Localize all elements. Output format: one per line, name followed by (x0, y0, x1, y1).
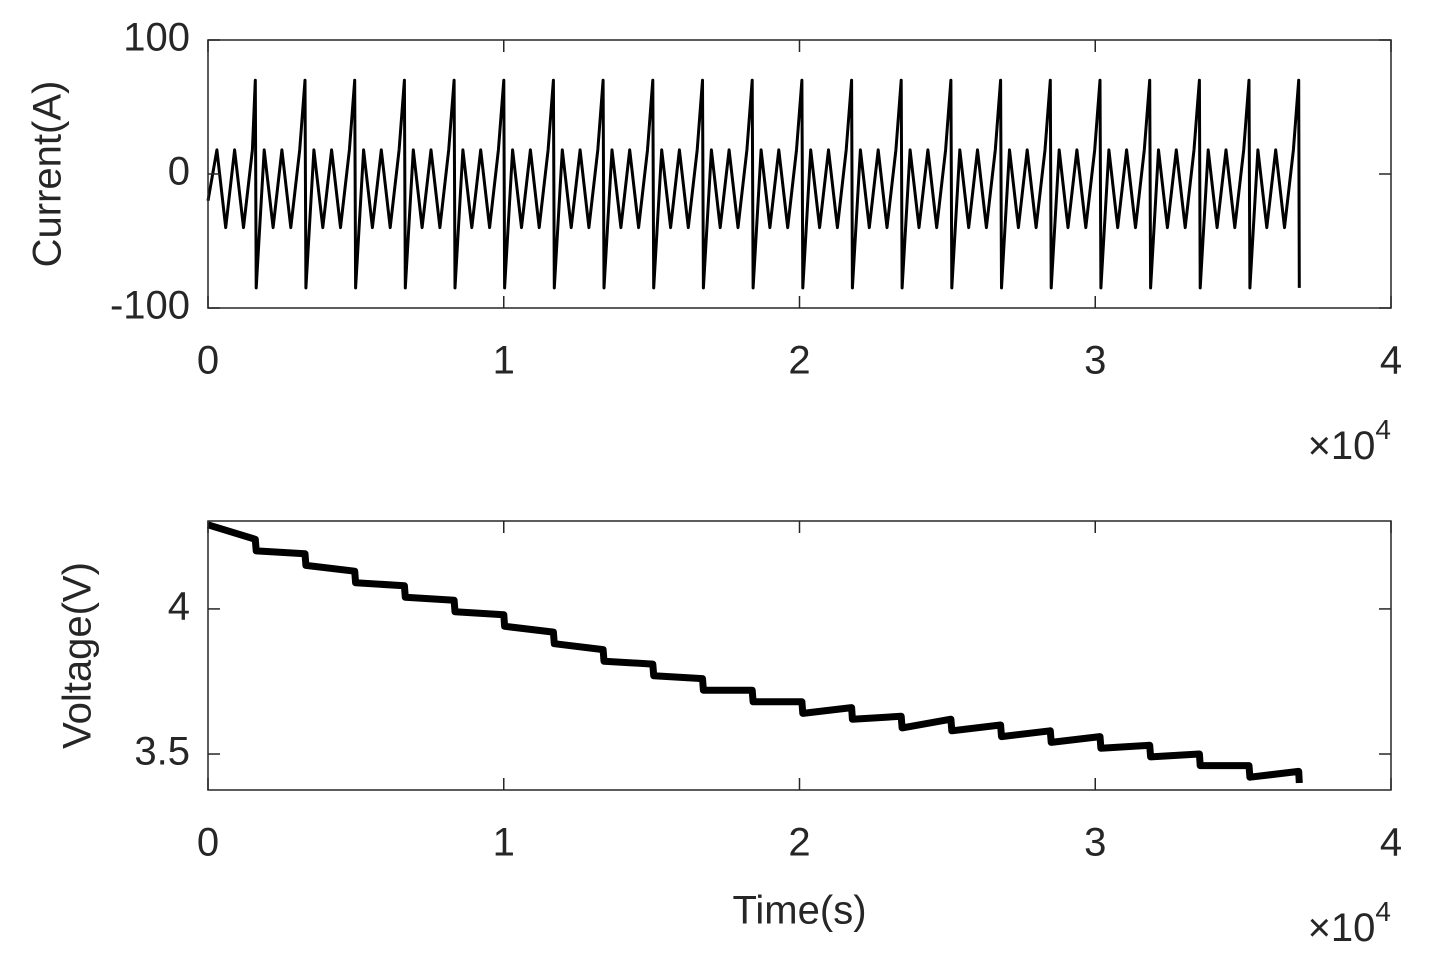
x-tick-label: 3 (1084, 339, 1106, 383)
x-tick-label: 2 (788, 339, 810, 383)
y-tick-label: 3.5 (134, 730, 190, 774)
multiplier-exponent: 4 (1375, 414, 1391, 445)
y-tick-label: 4 (168, 584, 190, 628)
x-tick-label: 0 (197, 821, 219, 865)
y-tick-label: 0 (168, 150, 190, 194)
y-tick-label: 100 (123, 16, 190, 60)
x-tick-label: 0 (197, 339, 219, 383)
data-line (206, 78, 1301, 290)
x-multiplier: ×104 (1308, 414, 1391, 467)
x-tick-label: 1 (493, 821, 515, 865)
x-multiplier: ×104 (1308, 896, 1391, 949)
multiplier-exponent: 4 (1375, 896, 1391, 927)
x-tick-label: 4 (1380, 821, 1402, 865)
multiplier-base: ×10 (1308, 424, 1376, 468)
x-tick-label: 1 (493, 339, 515, 383)
y-axis-label: Voltage(V) (56, 562, 100, 749)
y-tick-label: -100 (110, 284, 190, 328)
x-tick-label: 4 (1380, 339, 1402, 383)
x-tick-label: 3 (1084, 821, 1106, 865)
y-axis-label: Current(A) (26, 81, 70, 268)
x-axis-label: Time(s) (732, 889, 866, 933)
x-tick-label: 2 (788, 821, 810, 865)
axes-box (207, 520, 1392, 791)
multiplier-base: ×10 (1308, 906, 1376, 950)
data-line (206, 521, 1303, 784)
